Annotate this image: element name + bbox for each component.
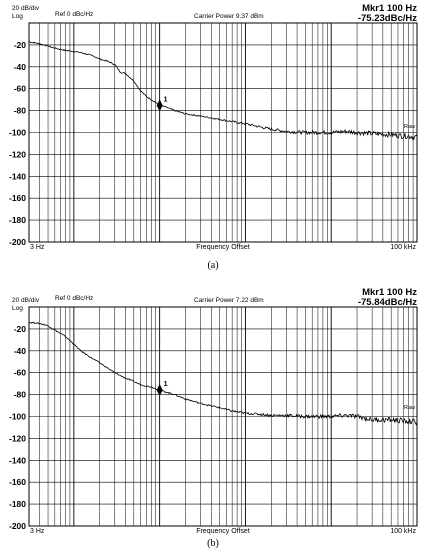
- x-start-label: 3 Hz: [30, 528, 45, 535]
- y-axis-ticks: -20 -40 -60 -80 -100 -120 -140 -160 -180 -200: [9, 40, 26, 247]
- y-axis-ticks: -20 -40 -60 -80 -100 -120 -140 -160 -180 -200: [9, 324, 26, 531]
- scale-mode-label: Log: [12, 13, 23, 20]
- scale-label: 20 dB/div: [12, 5, 40, 12]
- caption-b: (b): [207, 538, 219, 549]
- marker-freq-label: Mkr1 100 Hz: [362, 287, 417, 298]
- scale-mode-label: Log: [12, 305, 23, 312]
- ref-label: Ref 0 dBc/Hz: [55, 11, 93, 18]
- trace-label: Raw: [404, 405, 415, 411]
- y-tick-label: -180: [9, 215, 26, 225]
- x-start-label: 3 Hz: [30, 244, 45, 251]
- grid: [28, 306, 418, 527]
- y-tick-label: -60: [14, 84, 27, 94]
- y-tick-label: -160: [9, 193, 26, 203]
- x-end-label: 100 kHz: [390, 528, 416, 535]
- y-tick-label: -200: [9, 521, 26, 531]
- y-tick-label: -120: [9, 149, 26, 159]
- y-tick-label: -20: [14, 40, 27, 50]
- marker-value-label: -75.84dBc/Hz: [358, 297, 417, 308]
- y-tick-label: -40: [14, 62, 27, 72]
- y-tick-label: -20: [14, 324, 27, 334]
- marker-1: [156, 384, 163, 397]
- trace-label: Raw: [404, 124, 415, 130]
- carrier-power-label: Carrier Power 9.37 dBm: [194, 13, 264, 20]
- panel-b: 20 dB/div Log Ref 0 dBc/Hz Carrier Power…: [9, 287, 418, 549]
- y-tick-label: -100: [9, 128, 26, 138]
- y-tick-label: -60: [14, 368, 27, 378]
- y-tick-label: -160: [9, 477, 26, 487]
- grid: [28, 22, 418, 243]
- ref-label: Ref 0 dBc/Hz: [55, 295, 93, 302]
- y-tick-label: -180: [9, 499, 26, 509]
- caption-a: (a): [207, 260, 218, 271]
- marker-freq-label: Mkr1 100 Hz: [362, 3, 417, 14]
- y-tick-label: -200: [9, 237, 26, 247]
- y-tick-label: -140: [9, 171, 26, 181]
- marker-value-label: -75.23dBc/Hz: [358, 13, 417, 24]
- x-axis-label: Frequency Offset: [196, 528, 250, 535]
- y-tick-label: -80: [14, 390, 27, 400]
- x-axis-label: Frequency Offset: [196, 244, 250, 251]
- x-end-label: 100 kHz: [390, 244, 416, 251]
- y-tick-label: -80: [14, 106, 27, 116]
- scale-label: 20 dB/div: [12, 297, 40, 304]
- noise-trace: [28, 41, 418, 141]
- y-tick-label: -120: [9, 433, 26, 443]
- marker-1-label: 1: [164, 381, 168, 388]
- y-tick-label: -40: [14, 346, 27, 356]
- carrier-power-label: Carrier Power 7.22 dBm: [194, 297, 264, 304]
- panel-a: 20 dB/div Log Ref 0 dBc/Hz Carrier Power…: [9, 3, 418, 271]
- marker-1-label: 1: [164, 96, 168, 103]
- y-tick-label: -100: [9, 412, 26, 422]
- noise-trace: [28, 321, 418, 426]
- y-tick-label: -140: [9, 455, 26, 465]
- marker-1: [156, 99, 163, 112]
